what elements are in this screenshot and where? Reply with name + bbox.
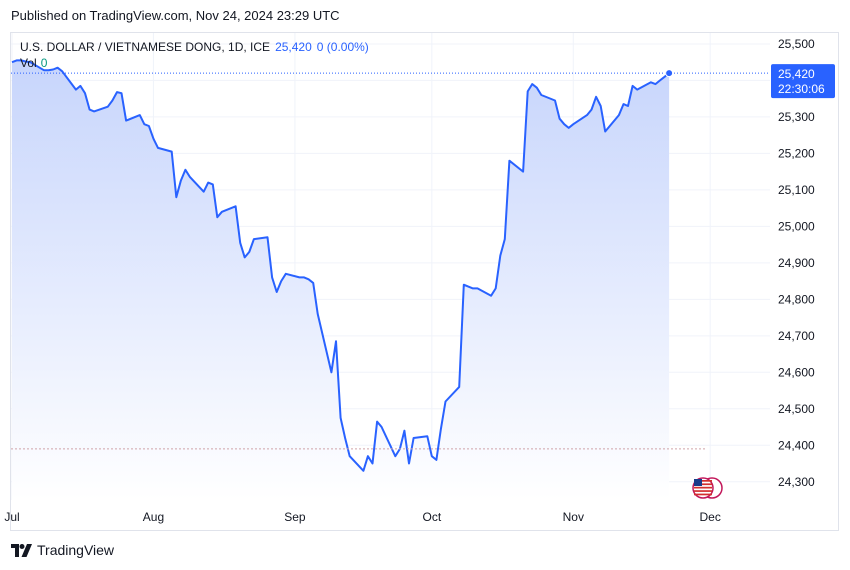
symbol-title: U.S. DOLLAR / VIETNAMESE DONG, 1D, ICE (20, 40, 271, 54)
y-tick-label: 24,500 (778, 402, 815, 416)
chart-legend: U.S. DOLLAR / VIETNAMESE DONG, 1D, ICE 25… (20, 38, 369, 56)
x-tick-label: Oct (422, 510, 441, 524)
badge-price: 25,420 (778, 67, 815, 81)
y-tick-label: 25,000 (778, 219, 815, 233)
x-tick-label: Dec (700, 510, 721, 524)
y-tick-label: 25,100 (778, 183, 815, 197)
last-point-marker (665, 69, 674, 78)
y-axis: 25,50025,40025,30025,20025,10025,00024,9… (778, 37, 815, 489)
y-tick-label: 25,500 (778, 37, 815, 51)
y-tick-label: 24,800 (778, 292, 815, 306)
published-caption: Published on TradingView.com, Nov 24, 20… (11, 8, 340, 23)
last-price-badge (771, 64, 835, 99)
y-tick-label: 25,300 (778, 110, 815, 124)
badge-countdown: 22:30:06 (778, 82, 825, 96)
us-flag-icon[interactable] (692, 477, 723, 499)
volume-legend: Vol 0 (20, 56, 47, 70)
tradingview-logo[interactable]: TradingView (11, 542, 114, 558)
reference-layer (11, 69, 770, 450)
price-area (12, 60, 670, 501)
x-tick-label: Jul (4, 510, 19, 524)
area-layer (11, 59, 670, 501)
x-axis: Jul Aug Sep Oct Nov Dec (4, 510, 721, 524)
y-tick-label: 24,600 (778, 365, 815, 379)
last-price: 25,420 (275, 40, 312, 54)
price-line (11, 59, 670, 472)
tradingview-brand: TradingView (37, 542, 115, 558)
x-tick-label: Sep (284, 510, 306, 524)
y-tick-label: 24,900 (778, 256, 815, 270)
y-tick-label: 24,700 (778, 329, 815, 343)
chart-frame (10, 32, 839, 531)
x-tick-label: Nov (563, 510, 584, 524)
tradingview-logo-icon (11, 543, 32, 557)
volume-label: Vol (20, 56, 37, 70)
y-tick-label: 25,200 (778, 146, 815, 160)
price-change: 0 (0.00%) (316, 40, 369, 54)
y-tick-label: 24,300 (778, 475, 815, 489)
currency-flag-layer (692, 477, 723, 499)
y-tick-label: 24,400 (778, 438, 815, 452)
volume-value: 0 (40, 56, 48, 70)
x-tick-label: Aug (143, 510, 164, 524)
